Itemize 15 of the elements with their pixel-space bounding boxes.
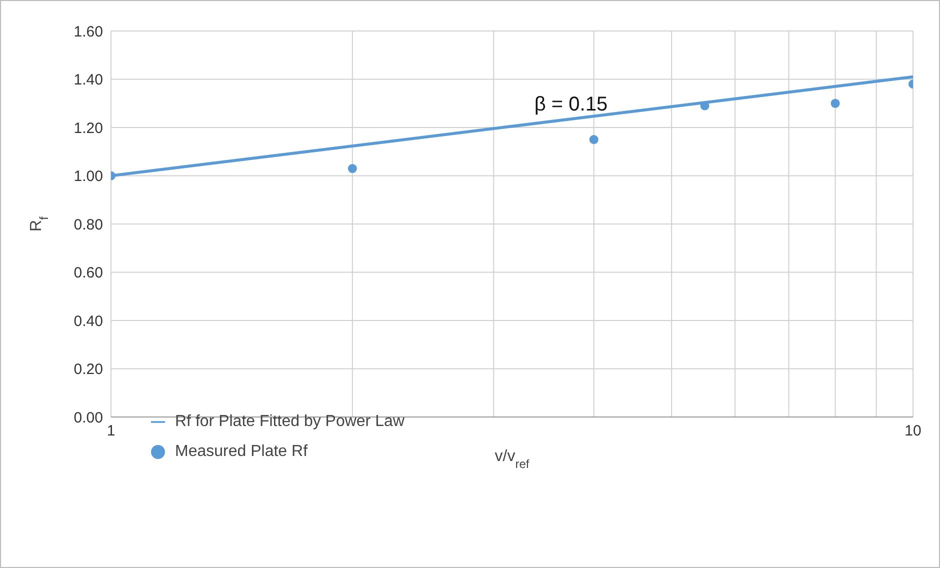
y-tick-label: 1.60 bbox=[74, 23, 103, 40]
annotation: β = 0.15 bbox=[534, 93, 608, 116]
y-tick-label: 1.00 bbox=[74, 168, 103, 186]
x-tick-label: 10 bbox=[904, 422, 922, 440]
x-axis-title: v/v$_{ref}$ bbox=[494, 448, 530, 471]
y-tick-label: 0.60 bbox=[74, 264, 103, 282]
legend-label: Rf for Plate Fitted by Power Law bbox=[175, 413, 404, 430]
y-tick-label: 0.80 bbox=[74, 216, 103, 234]
y-tick-label: 0.40 bbox=[74, 312, 103, 330]
y-tick-label: 1.20 bbox=[74, 120, 103, 137]
y-tick-label: 1.40 bbox=[74, 72, 103, 89]
y-tick-label: 0.00 bbox=[74, 409, 103, 426]
legend-label: Measured Plate Rf bbox=[175, 443, 308, 460]
y-tick-label: 0.20 bbox=[74, 361, 103, 378]
x-tick-label: 1 bbox=[106, 422, 116, 440]
